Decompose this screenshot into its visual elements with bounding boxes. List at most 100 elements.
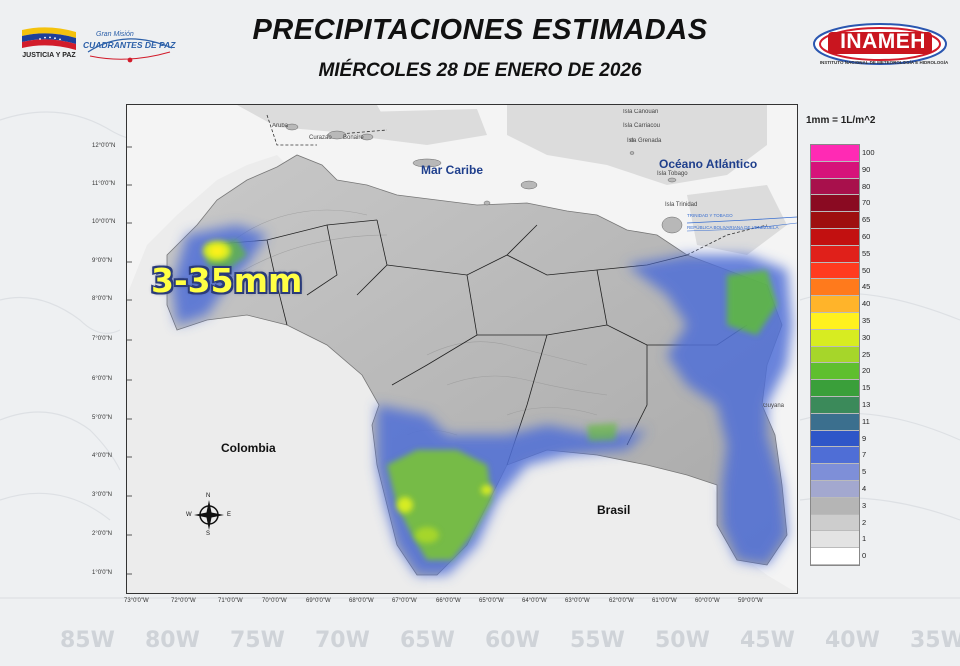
label-bonaire: Bonaire	[343, 135, 364, 141]
legend-label: 55	[862, 248, 871, 258]
bg-lon-label: 55W	[570, 628, 625, 653]
legend-label: 40	[862, 299, 871, 309]
legend-label: 60	[862, 232, 871, 241]
bg-lon-label: 65W	[400, 628, 455, 653]
page-title: PRECIPITACIONES ESTIMADAS	[252, 14, 708, 46]
legend-swatch	[811, 195, 859, 213]
legend-swatch	[811, 312, 859, 330]
lon-label: 59°0'0"W	[738, 598, 763, 604]
lat-label: 11°0'0"N	[92, 181, 115, 187]
legend-swatch	[811, 531, 859, 549]
legend-label: 13	[862, 400, 871, 409]
lon-label: 63°0'0"W	[565, 598, 590, 604]
label-aruba: Aruba	[272, 123, 289, 129]
legend-swatch	[811, 430, 859, 448]
label-isla-tobago: Isla Tobago	[657, 171, 688, 177]
lat-label: 4°0'0"N	[92, 453, 113, 459]
legend-swatch	[811, 212, 859, 229]
mission-big-text: CUADRANTES DE PAZ	[83, 40, 176, 50]
lat-label: 7°0'0"N	[92, 336, 113, 342]
legend-swatch	[811, 480, 859, 498]
cuadrantes-de-paz-logo	[87, 38, 173, 63]
compass-w-label: W	[186, 512, 192, 518]
page-subtitle: MIÉRCOLES 28 DE ENERO DE 2026	[318, 60, 642, 81]
legend-label: 80	[862, 181, 871, 191]
legend-label: 100	[862, 148, 875, 157]
legend-label: 1	[862, 534, 867, 544]
lat-label: 10°0'0"N	[92, 219, 116, 225]
compass-rose-icon	[194, 500, 224, 530]
legend-swatch	[811, 228, 859, 246]
label-treaty-tt: TRINIDAD Y TOBAGO	[687, 213, 733, 218]
compass-s-label: S	[206, 531, 211, 537]
legend-label: 2	[862, 517, 867, 527]
bg-lon-label: 35W	[910, 628, 960, 653]
label-curazao: Curazao	[309, 135, 332, 141]
bg-lon-label: 60W	[485, 628, 540, 653]
legend-label: 15	[862, 383, 871, 393]
label-colombia: Colombia	[221, 441, 276, 455]
label-isla-trinidad: Isla Trinidad	[665, 202, 698, 208]
precipitation-map: Mar Caribe Océano Atlántico Colombia Bra…	[126, 104, 798, 594]
label-oceano-atlantico: Océano Atlántico	[659, 157, 758, 171]
legend-label: 45	[862, 282, 871, 292]
lat-label: 9°0'0"N	[92, 258, 113, 264]
legend-label: 9	[862, 433, 867, 443]
lon-label: 64°0'0"W	[522, 598, 547, 604]
legend-swatch	[811, 464, 859, 481]
label-brasil: Brasil	[597, 503, 631, 517]
lon-label: 61°0'0"W	[652, 598, 677, 604]
legend-title: 1mm = 1L/m^2	[806, 115, 876, 126]
legend-swatch	[811, 161, 859, 179]
label-isla-canouan: Isla Canouan	[623, 109, 659, 115]
legend-swatch	[811, 396, 859, 414]
lon-label: 62°0'0"W	[609, 598, 634, 604]
legend-swatch	[811, 296, 859, 313]
legend-swatch	[811, 447, 859, 465]
label-guyana: Guyana	[763, 403, 785, 409]
venezuela-flag-logo	[22, 27, 76, 50]
bg-lon-label: 40W	[825, 628, 880, 653]
compass-n-label: N	[206, 493, 211, 499]
precipitation-legend	[810, 144, 860, 566]
inameh-subtitle: INSTITUTO NACIONAL DE METEOROLOGÍA E HID…	[819, 60, 949, 65]
compass-e-label: E	[227, 512, 232, 518]
lat-label: 2°0'0"N	[92, 531, 113, 537]
lon-label: 69°0'0"W	[306, 598, 331, 604]
lon-label: 72°0'0"W	[171, 598, 196, 604]
lat-label: 6°0'0"N	[92, 376, 113, 382]
header: JUSTICIA Y PAZ Gran Misión CUADRANTES DE…	[0, 0, 960, 95]
legend-swatch	[811, 145, 859, 162]
lon-label: 70°0'0"W	[262, 598, 287, 604]
bg-lon-label: 75W	[230, 628, 285, 653]
gov-slogan: JUSTICIA Y PAZ	[22, 52, 76, 59]
bg-lon-label: 80W	[145, 628, 200, 653]
label-isla-carriacou: Isla Carriacou	[623, 123, 661, 129]
label-mar-caribe: Mar Caribe	[421, 163, 484, 177]
legend-swatch	[811, 346, 859, 364]
label-precip-range: 3-35mm	[151, 261, 303, 300]
legend-swatch	[811, 178, 859, 196]
legend-swatch	[811, 413, 859, 431]
label-isla-grenada: Isla Grenada	[627, 138, 662, 144]
mission-small-text: Gran Misión	[96, 31, 134, 38]
legend-swatch	[811, 245, 859, 263]
legend-swatch	[811, 363, 859, 381]
legend-label: 0	[862, 551, 867, 561]
lat-label: 3°0'0"N	[92, 492, 113, 498]
lon-label: 73°0'0"W	[124, 598, 149, 604]
label-treaty-ve: REPÚBLICA BOLIVARIANA DE VENEZUELA	[687, 225, 779, 230]
legend-label: 70	[862, 198, 871, 208]
legend-label: 35	[862, 316, 871, 325]
lat-label: 8°0'0"N	[92, 296, 113, 302]
legend-swatch	[811, 497, 859, 515]
lon-label: 60°0'0"W	[695, 598, 720, 604]
legend-swatch	[811, 514, 859, 532]
legend-label: 30	[862, 332, 871, 342]
inameh-text: INAMEH	[840, 30, 926, 53]
lon-label: 71°0'0"W	[218, 598, 243, 604]
legend-swatch	[811, 548, 859, 565]
lat-label: 12°0'0"N	[92, 143, 116, 149]
legend-label: 3	[862, 500, 867, 510]
legend-swatch	[811, 279, 859, 297]
